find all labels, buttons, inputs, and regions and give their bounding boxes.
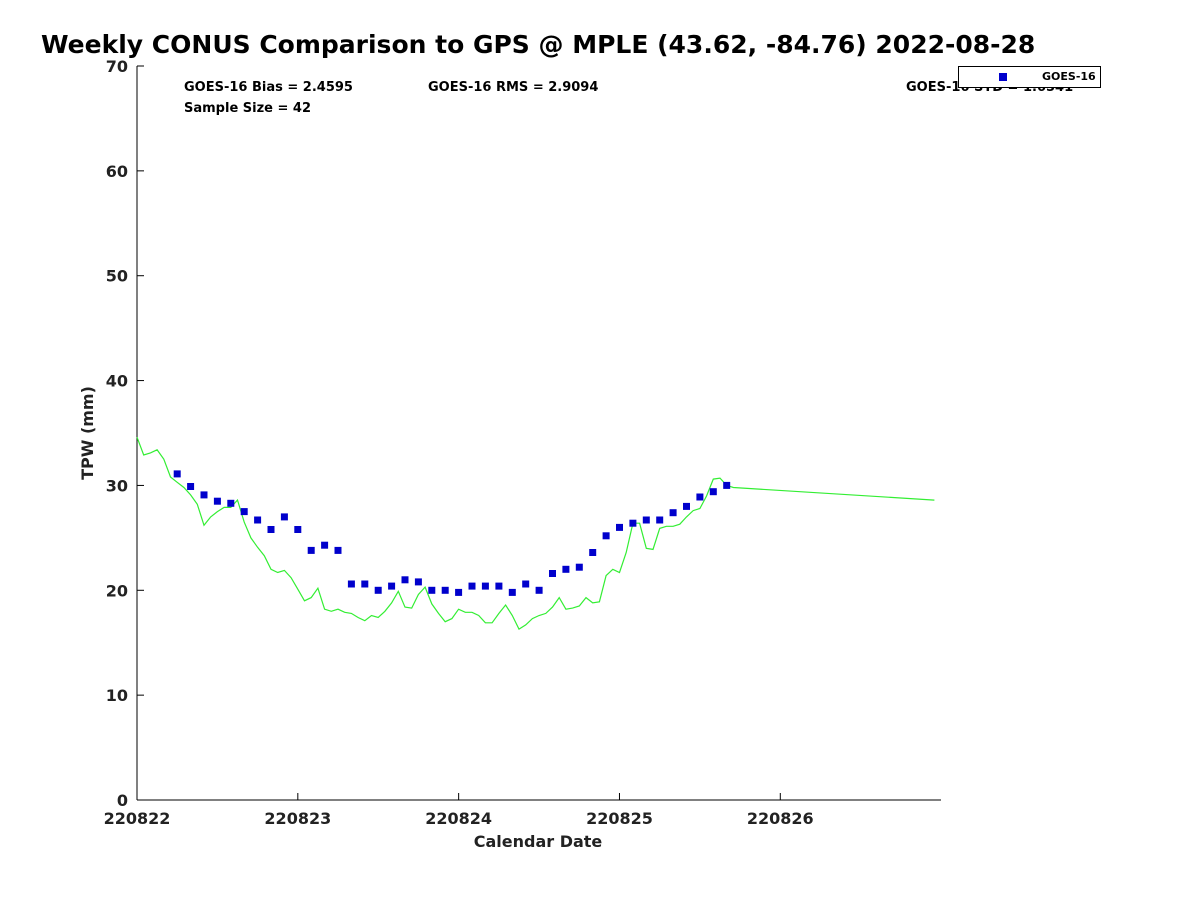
legend-marker-goes16 bbox=[999, 73, 1007, 81]
legend-label-goes16: GOES-16 bbox=[1042, 70, 1096, 83]
goes16-point bbox=[334, 546, 342, 554]
goes16-point bbox=[656, 516, 664, 524]
goes16-point bbox=[321, 541, 329, 549]
y-tick-label: 40 bbox=[106, 372, 128, 391]
axis-labels: 0 10 20 30 40 50 60 70 220822 220823 220824 220825 2… bbox=[78, 57, 814, 851]
goes16-point bbox=[294, 526, 302, 533]
goes16-point bbox=[468, 582, 476, 590]
goes16-point bbox=[696, 493, 704, 501]
y-tick-label: 10 bbox=[106, 686, 128, 705]
goes16-point bbox=[642, 516, 650, 524]
goes16-series bbox=[173, 470, 731, 596]
y-axis-label: TPW (mm) bbox=[78, 386, 97, 480]
goes16-point bbox=[589, 549, 597, 556]
bias-stat: GOES-16 Bias = 2.4595 bbox=[184, 80, 353, 95]
goes16-point bbox=[562, 565, 570, 573]
y-tick-label: 70 bbox=[106, 57, 128, 76]
rms-stat: GOES-16 RMS = 2.9094 bbox=[428, 80, 599, 95]
axes bbox=[136, 65, 941, 801]
goes16-point bbox=[549, 570, 556, 577]
gps-series bbox=[136, 436, 935, 630]
goes16-point bbox=[187, 483, 195, 490]
y-tick-label: 50 bbox=[106, 267, 128, 286]
y-tick-label: 30 bbox=[106, 476, 128, 495]
goes16-point bbox=[522, 580, 530, 588]
goes16-point bbox=[683, 502, 690, 510]
goes16-point bbox=[709, 488, 717, 496]
goes16-point bbox=[495, 582, 503, 590]
goes16-point bbox=[240, 508, 248, 516]
goes16-point bbox=[441, 586, 449, 594]
goes16-point bbox=[616, 523, 623, 531]
goes16-point bbox=[455, 588, 463, 596]
goes16-point bbox=[200, 491, 208, 499]
chart-title: Weekly CONUS Comparison to GPS @ MPLE (4… bbox=[41, 30, 1036, 59]
x-tick-label: 220823 bbox=[264, 809, 331, 828]
y-tick-label: 60 bbox=[106, 162, 128, 181]
gps-line bbox=[136, 436, 935, 630]
goes16-point bbox=[602, 532, 610, 540]
goes16-point bbox=[629, 519, 637, 527]
goes16-point bbox=[213, 497, 221, 505]
goes16-point bbox=[535, 586, 543, 594]
goes16-point bbox=[481, 582, 489, 590]
x-tick-label: 220824 bbox=[425, 809, 492, 828]
goes16-point bbox=[575, 563, 583, 571]
goes16-point bbox=[361, 580, 369, 588]
y-tick-label: 20 bbox=[106, 581, 128, 600]
goes16-point bbox=[723, 481, 731, 489]
goes16-point bbox=[374, 586, 382, 594]
goes16-point bbox=[669, 509, 677, 517]
legend: GOES-16 bbox=[958, 66, 1101, 88]
x-tick-label: 220826 bbox=[747, 809, 814, 828]
goes16-point bbox=[428, 586, 436, 594]
goes16-point bbox=[254, 516, 262, 524]
goes16-point bbox=[414, 578, 422, 586]
x-tick-label: 220822 bbox=[104, 809, 171, 828]
sample-size-stat: Sample Size = 42 bbox=[184, 101, 312, 116]
goes16-point bbox=[173, 470, 181, 478]
goes16-point bbox=[280, 513, 288, 521]
x-axis-label: Calendar Date bbox=[474, 832, 603, 851]
x-tick-label: 220825 bbox=[586, 809, 653, 828]
goes16-point bbox=[508, 588, 516, 596]
goes16-point bbox=[388, 582, 396, 590]
y-tick-label: 0 bbox=[117, 791, 128, 810]
goes16-point bbox=[401, 576, 409, 584]
goes16-point bbox=[267, 526, 275, 533]
goes16-point bbox=[227, 499, 235, 507]
goes16-point bbox=[307, 546, 315, 554]
goes16-point bbox=[347, 580, 355, 588]
